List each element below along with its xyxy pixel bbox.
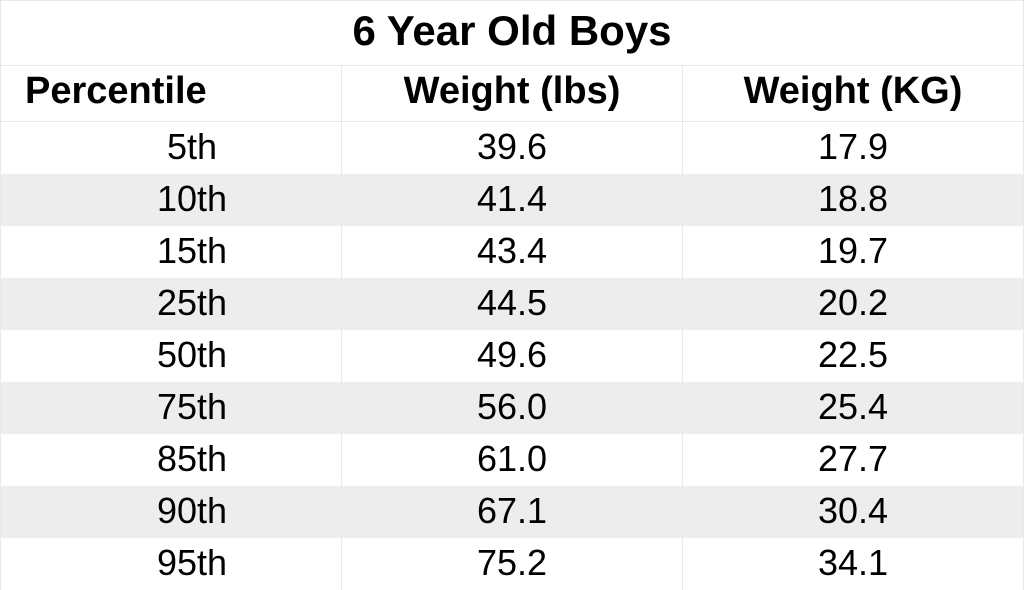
cell-percentile: 50th <box>1 330 342 382</box>
table-row: 95th 75.2 34.1 <box>1 538 1024 590</box>
cell-kg: 34.1 <box>683 538 1024 590</box>
header-weight-lbs: Weight (lbs) <box>342 66 683 122</box>
table-row: 15th 43.4 19.7 <box>1 226 1024 278</box>
cell-percentile: 90th <box>1 486 342 538</box>
cell-kg: 19.7 <box>683 226 1024 278</box>
cell-percentile: 75th <box>1 382 342 434</box>
cell-kg: 30.4 <box>683 486 1024 538</box>
cell-percentile: 85th <box>1 434 342 486</box>
cell-lbs: 56.0 <box>342 382 683 434</box>
cell-lbs: 39.6 <box>342 122 683 175</box>
cell-percentile: 25th <box>1 278 342 330</box>
header-percentile: Percentile <box>1 66 342 122</box>
cell-lbs: 67.1 <box>342 486 683 538</box>
cell-lbs: 75.2 <box>342 538 683 590</box>
table-row: 85th 61.0 27.7 <box>1 434 1024 486</box>
cell-lbs: 41.4 <box>342 174 683 226</box>
cell-kg: 18.8 <box>683 174 1024 226</box>
table-title-row: 6 Year Old Boys <box>1 1 1024 66</box>
cell-lbs: 44.5 <box>342 278 683 330</box>
header-weight-kg: Weight (KG) <box>683 66 1024 122</box>
cell-lbs: 61.0 <box>342 434 683 486</box>
cell-kg: 17.9 <box>683 122 1024 175</box>
cell-percentile: 10th <box>1 174 342 226</box>
cell-kg: 27.7 <box>683 434 1024 486</box>
cell-lbs: 43.4 <box>342 226 683 278</box>
cell-percentile: 15th <box>1 226 342 278</box>
cell-percentile: 95th <box>1 538 342 590</box>
cell-lbs: 49.6 <box>342 330 683 382</box>
table-title: 6 Year Old Boys <box>1 1 1024 66</box>
table-row: 50th 49.6 22.5 <box>1 330 1024 382</box>
data-table: 6 Year Old Boys Percentile Weight (lbs) … <box>0 0 1024 590</box>
weight-percentile-table: 6 Year Old Boys Percentile Weight (lbs) … <box>0 0 1024 576</box>
cell-percentile: 5th <box>1 122 342 175</box>
table-row: 5th 39.6 17.9 <box>1 122 1024 175</box>
table-row: 10th 41.4 18.8 <box>1 174 1024 226</box>
table-row: 75th 56.0 25.4 <box>1 382 1024 434</box>
table-row: 25th 44.5 20.2 <box>1 278 1024 330</box>
cell-kg: 20.2 <box>683 278 1024 330</box>
cell-kg: 25.4 <box>683 382 1024 434</box>
table-row: 90th 67.1 30.4 <box>1 486 1024 538</box>
cell-kg: 22.5 <box>683 330 1024 382</box>
table-header-row: Percentile Weight (lbs) Weight (KG) <box>1 66 1024 122</box>
